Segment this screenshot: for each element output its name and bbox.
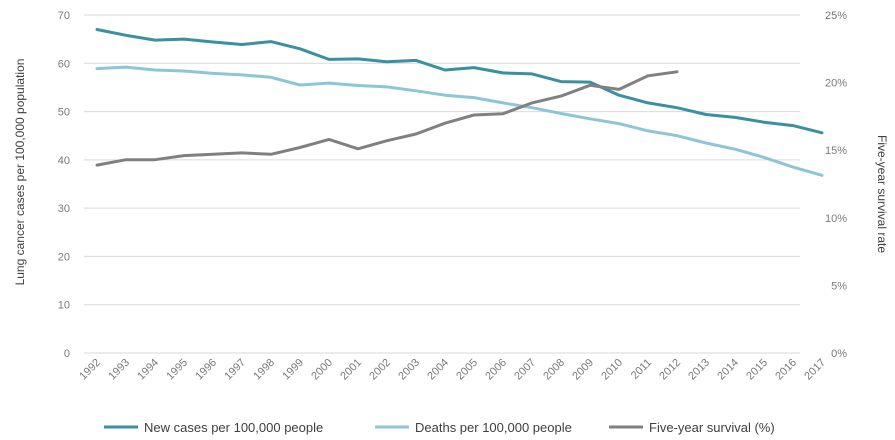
x-tick-label: 2006 (483, 357, 509, 383)
series-line-3 (95, 70, 679, 167)
series-line-2 (95, 65, 824, 177)
x-tick-label: 2000 (309, 357, 335, 383)
y-tick-label: 20 (58, 251, 70, 263)
legend-label: Five-year survival (%) (649, 420, 775, 435)
y-tick-label: 40 (58, 155, 70, 167)
y2-axis-title: Five-year survival rate (875, 135, 889, 253)
y2-tick-label: 25% (825, 10, 847, 22)
x-tick-label: 1997 (222, 357, 248, 383)
x-tick-label: 1998 (251, 357, 277, 383)
legend-label: New cases per 100,000 people (144, 420, 323, 435)
y2-tick-label: 20% (825, 78, 847, 90)
y-tick-label: 30 (58, 203, 70, 215)
x-tick-label: 2011 (629, 357, 654, 382)
gridlines (84, 14, 800, 354)
x-tick-label: 1993 (106, 357, 132, 383)
y-tick-label: 70 (58, 10, 70, 22)
x-tick-label: 2015 (744, 357, 770, 383)
series-lines (95, 28, 824, 177)
legend-item-3: Five-year survival (%) (609, 420, 775, 435)
right-axis-ticks: 0% 5% 10% 15% 20% 25% (825, 10, 847, 360)
x-axis-ticks: 1992 1993 1994 1995 1996 1997 1998 1999 2000 2001… (77, 357, 828, 383)
legend-item-2: Deaths per 100,000 people (375, 420, 572, 435)
y-tick-label: 60 (58, 58, 70, 70)
x-tick-label: 2012 (657, 357, 683, 383)
x-tick-label: 1996 (193, 357, 219, 383)
x-tick-label: 2002 (367, 357, 393, 383)
x-tick-label: 1999 (280, 357, 306, 383)
x-tick-label: 2005 (454, 357, 480, 383)
x-tick-label: 1994 (135, 357, 161, 383)
x-tick-label: 2016 (773, 357, 799, 383)
x-tick-label: 2003 (396, 357, 422, 383)
y-axis-title: Lung cancer cases per 100,000 population (13, 59, 27, 286)
x-tick-label: 2013 (686, 357, 712, 383)
x-tick-label: 2007 (512, 357, 538, 383)
y-tick-label: 10 (58, 300, 70, 312)
x-tick-label: 1995 (164, 357, 190, 383)
x-tick-label: 2008 (541, 357, 567, 383)
y2-tick-label: 0% (831, 348, 847, 360)
y-tick-label: 50 (58, 107, 70, 119)
left-axis-ticks: 0 10 20 30 40 50 60 70 (58, 10, 70, 360)
x-tick-label: 2017 (802, 357, 828, 383)
legend: New cases per 100,000 people Deaths per 1… (104, 420, 775, 435)
x-tick-label: 2001 (338, 357, 364, 383)
x-tick-label: 2004 (425, 357, 451, 383)
y2-tick-label: 5% (831, 280, 847, 292)
series-line-1 (95, 28, 824, 135)
y2-tick-label: 10% (825, 213, 847, 225)
y-tick-label: 0 (64, 348, 70, 360)
x-tick-label: 2009 (570, 357, 596, 383)
legend-label: Deaths per 100,000 people (415, 420, 572, 435)
x-tick-label: 2010 (599, 357, 625, 383)
x-tick-label: 1992 (77, 357, 103, 383)
x-tick-label: 2014 (715, 357, 741, 383)
y2-tick-label: 15% (825, 145, 847, 157)
legend-item-1: New cases per 100,000 people (104, 420, 323, 435)
